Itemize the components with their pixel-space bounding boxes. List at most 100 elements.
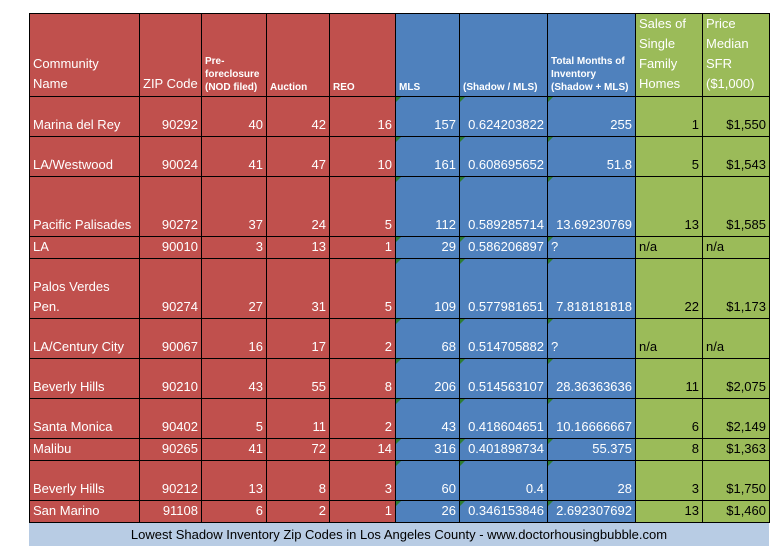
cell-ratio: 0.624203822 — [459, 96, 548, 137]
cell-sales: 6 — [635, 398, 703, 439]
cell-community: LA/Westwood — [29, 136, 140, 177]
cell-mls: 26 — [395, 500, 460, 523]
cell-community: LA — [29, 236, 140, 259]
cell-sales: 22 — [635, 258, 703, 319]
cell-ratio: 0.346153846 — [459, 500, 548, 523]
table-row: San Marino 91108 6 2 1 26 0.346153846 2.6923076… — [29, 500, 770, 523]
cell-zip: 90010 — [139, 236, 202, 259]
cell-auction: 13 — [266, 236, 330, 259]
table-row: Palos Verdes Pen. 90274 27 31 5 109 0.57798165… — [29, 258, 770, 319]
cell-nod: 41 — [201, 438, 267, 461]
cell-mls: 43 — [395, 398, 460, 439]
cell-ratio: 0.514563107 — [459, 358, 548, 399]
cell-mls: 206 — [395, 358, 460, 399]
cell-mls: 68 — [395, 318, 460, 359]
header-auction: Auction — [266, 13, 330, 97]
cell-nod: 27 — [201, 258, 267, 319]
cell-nod: 37 — [201, 176, 267, 237]
header-sales: Sales of Single Family Homes — [635, 13, 703, 97]
cell-zip: 90210 — [139, 358, 202, 399]
cell-auction: 2 — [266, 500, 330, 523]
cell-mls: 29 — [395, 236, 460, 259]
cell-ratio: 0.418604651 — [459, 398, 548, 439]
table-row: Beverly Hills 90210 43 55 8 206 0.514563107 28.… — [29, 358, 770, 399]
cell-zip: 90265 — [139, 438, 202, 461]
header-ratio: (Shadow / MLS) — [459, 13, 548, 97]
cell-price: $1,585 — [702, 176, 770, 237]
cell-sales: 11 — [635, 358, 703, 399]
cell-price: $2,149 — [702, 398, 770, 439]
cell-sales: 1 — [635, 96, 703, 137]
cell-community: Santa Monica — [29, 398, 140, 439]
cell-reo: 5 — [329, 258, 396, 319]
table-row: Pacific Palisades 90272 37 24 5 112 0.58928571… — [29, 176, 770, 237]
cell-nod: 3 — [201, 236, 267, 259]
cell-community: Beverly Hills — [29, 358, 140, 399]
spreadsheet: Community Name ZIP Code Pre-foreclosure … — [29, 13, 770, 546]
cell-community: San Marino — [29, 500, 140, 523]
cell-auction: 17 — [266, 318, 330, 359]
cell-months: 51.8 — [547, 136, 636, 177]
cell-reo: 3 — [329, 460, 396, 501]
cell-auction: 72 — [266, 438, 330, 461]
cell-mls: 157 — [395, 96, 460, 137]
cell-months: ? — [547, 318, 636, 359]
header-row: Community Name ZIP Code Pre-foreclosure … — [29, 13, 770, 97]
table-row: LA/Westwood 90024 41 47 10 161 0.608695652 51.8… — [29, 136, 770, 177]
cell-sales: 8 — [635, 438, 703, 461]
cell-sales: 5 — [635, 136, 703, 177]
cell-sales: n/a — [635, 318, 703, 359]
cell-reo: 2 — [329, 318, 396, 359]
cell-reo: 5 — [329, 176, 396, 237]
cell-zip: 90212 — [139, 460, 202, 501]
cell-community: Pacific Palisades — [29, 176, 140, 237]
cell-zip: 90402 — [139, 398, 202, 439]
cell-ratio: 0.401898734 — [459, 438, 548, 461]
header-mls: MLS — [395, 13, 460, 97]
header-months: Total Months of Inventory (Shadow + MLS) — [547, 13, 636, 97]
cell-sales: 13 — [635, 176, 703, 237]
header-zip: ZIP Code — [139, 13, 202, 97]
cell-zip: 90292 — [139, 96, 202, 137]
cell-nod: 40 — [201, 96, 267, 137]
cell-community: Beverly Hills — [29, 460, 140, 501]
cell-months: 10.16666667 — [547, 398, 636, 439]
cell-price: $2,075 — [702, 358, 770, 399]
cell-price: $1,750 — [702, 460, 770, 501]
cell-zip: 90274 — [139, 258, 202, 319]
table-row: Malibu 90265 41 72 14 316 0.401898734 55.375 8 $1… — [29, 438, 770, 461]
cell-zip: 90024 — [139, 136, 202, 177]
table-caption: Lowest Shadow Inventory Zip Codes in Los… — [29, 523, 769, 546]
cell-price: $1,460 — [702, 500, 770, 523]
cell-auction: 47 — [266, 136, 330, 177]
cell-community: Marina del Rey — [29, 96, 140, 137]
cell-sales: 13 — [635, 500, 703, 523]
cell-ratio: 0.589285714 — [459, 176, 548, 237]
table-row: LA 90010 3 13 1 29 0.586206897? n/a n/a — [29, 236, 770, 259]
cell-nod: 43 — [201, 358, 267, 399]
shadow-inventory-table: Community Name ZIP Code Pre-foreclosure … — [29, 13, 770, 523]
cell-ratio: 0.608695652 — [459, 136, 548, 177]
cell-zip: 90067 — [139, 318, 202, 359]
table-row: Marina del Rey 90292 40 42 16 157 0.624203822 2… — [29, 96, 770, 137]
cell-price: n/a — [702, 318, 770, 359]
header-reo: REO — [329, 13, 396, 97]
table-row: Santa Monica 90402 5 11 2 43 0.418604651 10.166… — [29, 398, 770, 439]
cell-community: LA/Century City — [29, 318, 140, 359]
cell-price: n/a — [702, 236, 770, 259]
cell-months: 28.36363636 — [547, 358, 636, 399]
cell-auction: 11 — [266, 398, 330, 439]
header-price: Price Median SFR ($1,000) — [702, 13, 770, 97]
cell-auction: 31 — [266, 258, 330, 319]
cell-price: $1,543 — [702, 136, 770, 177]
cell-reo: 16 — [329, 96, 396, 137]
table-row: LA/Century City 90067 16 17 2 68 0.514705882? n… — [29, 318, 770, 359]
cell-nod: 6 — [201, 500, 267, 523]
cell-price: $1,363 — [702, 438, 770, 461]
cell-auction: 42 — [266, 96, 330, 137]
cell-reo: 14 — [329, 438, 396, 461]
cell-zip: 90272 — [139, 176, 202, 237]
cell-reo: 10 — [329, 136, 396, 177]
cell-months: 13.69230769 — [547, 176, 636, 237]
cell-mls: 112 — [395, 176, 460, 237]
